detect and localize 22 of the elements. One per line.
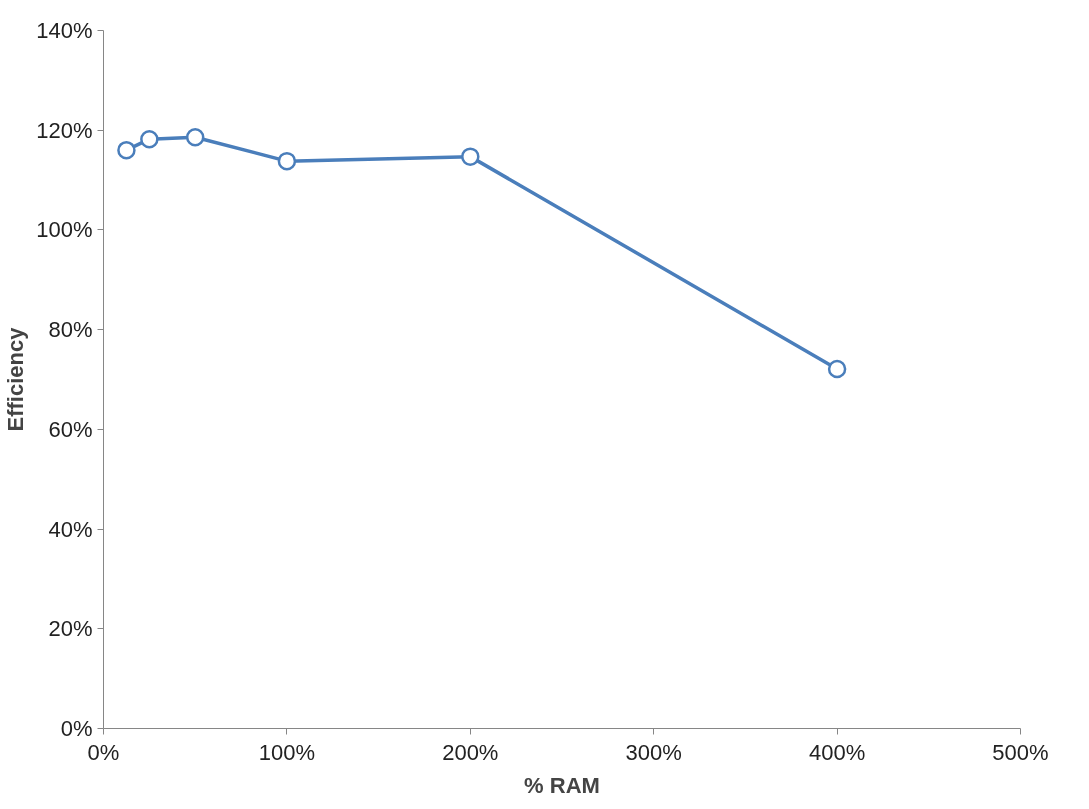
point bbox=[827, 359, 847, 379]
x-tick-label: 100% bbox=[258, 739, 316, 765]
y-tick-label: 100% bbox=[36, 217, 93, 243]
y-tick-label: 60% bbox=[48, 416, 93, 442]
x-tick-label: 500% bbox=[992, 739, 1049, 765]
y-tick-label: 80% bbox=[48, 317, 93, 343]
point bbox=[277, 151, 297, 171]
point bbox=[140, 129, 159, 149]
y-tick-label: 120% bbox=[36, 117, 93, 143]
x-tick-label: 0% bbox=[87, 739, 120, 765]
x-tick-label: 400% bbox=[808, 739, 866, 765]
y-axis-title: Efficiency bbox=[3, 326, 29, 432]
point bbox=[117, 140, 136, 160]
y-tick-label: 0% bbox=[60, 716, 93, 741]
y-tick-label: 20% bbox=[48, 616, 93, 642]
x-tick-label: 200% bbox=[442, 739, 499, 765]
x-tick-label: 300% bbox=[625, 739, 682, 765]
x-axis-title: % RAM bbox=[524, 772, 600, 798]
y-tick-label: 40% bbox=[48, 516, 93, 542]
point bbox=[185, 127, 205, 147]
point bbox=[461, 147, 480, 166]
y-tick-label: 140% bbox=[36, 18, 93, 43]
